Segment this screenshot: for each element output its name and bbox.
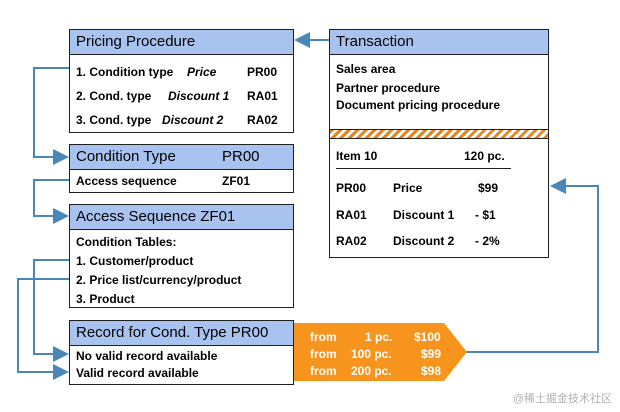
record-box: Record for Cond. Type PR00 No valid reco… <box>69 320 294 385</box>
scale-1-price: $100 <box>414 330 441 344</box>
condition-type-title: Condition Type <box>76 148 176 165</box>
scale-1-from: from <box>310 330 337 344</box>
header-item-divider <box>330 129 548 139</box>
pricing-procedure-box: Pricing Procedure 1. Condition type Pric… <box>69 29 294 133</box>
pricing-row-1-code: PR00 <box>247 65 278 79</box>
arrow-pricing-to-condtype <box>33 67 70 165</box>
pricing-row-2-code: RA01 <box>247 89 278 103</box>
condition-type-box: Condition Type PR00 Access sequence ZF01 <box>69 144 294 193</box>
record-line-no-valid: No valid record available <box>76 349 218 363</box>
scale-3-from: from <box>310 364 337 378</box>
pricing-row-3-name: Discount 2 <box>162 113 224 127</box>
condition-type-code: PR00 <box>222 148 260 165</box>
condition-3-code: RA02 <box>336 234 367 248</box>
access-sequence-title: Access Sequence ZF01 <box>70 205 293 230</box>
transaction-sales-area: Sales area <box>336 62 396 76</box>
scale-2-price: $99 <box>421 347 442 361</box>
scale-2-from: from <box>310 347 337 361</box>
scale-3-qty: 200 pc. <box>351 364 392 378</box>
arrow-table2-to-valid <box>17 278 70 380</box>
condition-tables-label: Condition Tables: <box>76 235 177 249</box>
item-quantity: 120 pc. <box>464 149 505 163</box>
transaction-document-pricing: Document pricing procedure <box>336 98 501 112</box>
transaction-title: Transaction <box>330 30 548 55</box>
condition-2-name: Discount 1 <box>393 208 455 222</box>
item-separator <box>336 168 511 169</box>
scale-3-price: $98 <box>421 364 442 378</box>
pricing-row-2-name: Discount 1 <box>168 89 230 103</box>
pricing-row-3-code: RA02 <box>247 113 278 127</box>
condition-1-code: PR00 <box>336 181 367 195</box>
arrow-scale-to-transaction <box>466 178 599 353</box>
transaction-partner-procedure: Partner procedure <box>336 81 441 95</box>
condition-1-name: Price <box>393 181 423 195</box>
access-sequence-box: Access Sequence ZF01 Condition Tables: 1… <box>69 204 294 308</box>
record-line-valid: Valid record available <box>76 366 199 380</box>
pricing-procedure-title: Pricing Procedure <box>70 30 293 55</box>
pricing-row-3-prefix: 3. Cond. type <box>76 113 152 127</box>
pricing-row-1-prefix: 1. Condition type <box>76 65 174 79</box>
condition-table-2: 2. Price list/currency/product <box>76 273 242 287</box>
item-label: Item 10 <box>336 149 378 163</box>
pricing-row-1-name: Price <box>187 65 217 79</box>
condition-1-value: $99 <box>478 181 499 195</box>
scale-2-qty: 100 pc. <box>351 347 392 361</box>
transaction-box: Transaction Sales area Partner procedure… <box>329 29 549 258</box>
scale-1-qty: 1 pc. <box>365 330 393 344</box>
condition-table-3: 3. Product <box>76 292 135 306</box>
condition-table-1: 1. Customer/product <box>76 254 194 268</box>
arrow-table1-to-novalid <box>33 259 70 362</box>
access-sequence-label: Access sequence <box>76 174 177 188</box>
condition-type-header: Condition Type PR00 <box>70 145 293 170</box>
condition-3-name: Discount 2 <box>393 234 455 248</box>
record-title: Record for Cond. Type PR00 <box>70 321 293 346</box>
condition-2-code: RA01 <box>336 208 367 222</box>
watermark: @稀土掘金技术社区 <box>512 393 612 405</box>
condition-3-value: - 2% <box>475 234 500 248</box>
scale-arrow-shape <box>294 323 467 381</box>
condition-2-value: - $1 <box>475 208 496 222</box>
arrow-condtype-to-access <box>33 179 70 224</box>
pricing-row-2-prefix: 2. Cond. type <box>76 89 152 103</box>
access-sequence-value: ZF01 <box>222 174 251 188</box>
